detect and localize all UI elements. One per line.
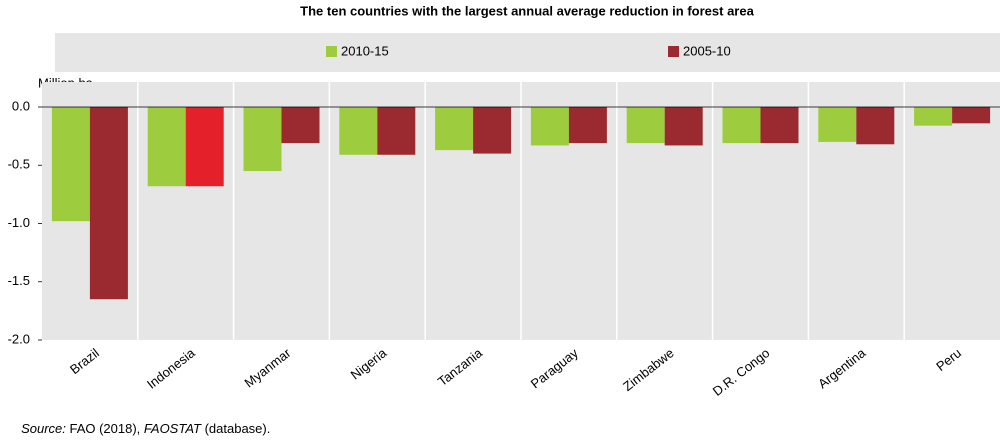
bar bbox=[722, 107, 761, 144]
y-tick-label: -1.5 bbox=[8, 273, 30, 288]
bar bbox=[51, 107, 90, 222]
bar bbox=[664, 107, 703, 146]
x-tick-label: Peru bbox=[933, 345, 964, 374]
legend-swatch bbox=[668, 46, 679, 57]
y-tick-label: -1.0 bbox=[8, 215, 30, 230]
bar bbox=[281, 107, 320, 144]
bar bbox=[377, 107, 416, 155]
bar bbox=[952, 107, 991, 124]
source-part: FAOSTAT bbox=[144, 421, 202, 436]
bar bbox=[147, 107, 186, 187]
legend-label: 2005-10 bbox=[683, 43, 731, 58]
x-tick-label: Nigeria bbox=[348, 345, 390, 383]
y-tick-label: -0.5 bbox=[8, 157, 30, 172]
bar bbox=[530, 107, 569, 146]
x-tick-label: Tanzania bbox=[435, 345, 486, 389]
bar bbox=[856, 107, 895, 145]
source-part: (database). bbox=[201, 421, 270, 436]
source-part: Source: bbox=[21, 421, 66, 436]
bar bbox=[568, 107, 607, 144]
legend-swatch bbox=[326, 46, 337, 57]
legend-background bbox=[55, 33, 1000, 72]
x-tick-label: Paraguay bbox=[528, 345, 581, 391]
x-tick-label: D.R. Congo bbox=[710, 345, 773, 399]
source-note: Source: FAO (2018), FAOSTAT (database). bbox=[3, 421, 281, 436]
x-tick-label: Brazil bbox=[67, 345, 102, 377]
chart-title: The ten countries with the largest annua… bbox=[300, 3, 754, 18]
bar bbox=[89, 107, 128, 300]
bar bbox=[626, 107, 665, 144]
bar bbox=[185, 107, 224, 187]
x-tick-label: Indonesia bbox=[144, 345, 198, 392]
x-tick-label: Argentina bbox=[815, 345, 869, 392]
bar bbox=[243, 107, 282, 172]
x-tick-label: Myanmar bbox=[242, 345, 294, 391]
legend-label: 2010-15 bbox=[341, 43, 389, 58]
bar bbox=[818, 107, 857, 142]
y-tick-label: 0.0 bbox=[12, 98, 30, 113]
bar bbox=[473, 107, 512, 154]
source-part: FAO (2018), bbox=[66, 421, 144, 436]
bar bbox=[914, 107, 953, 126]
bar bbox=[435, 107, 474, 151]
y-tick-label: -2.0 bbox=[8, 331, 30, 346]
bar bbox=[760, 107, 799, 144]
bar bbox=[339, 107, 378, 155]
x-tick-label: Zimbabwe bbox=[620, 345, 676, 394]
